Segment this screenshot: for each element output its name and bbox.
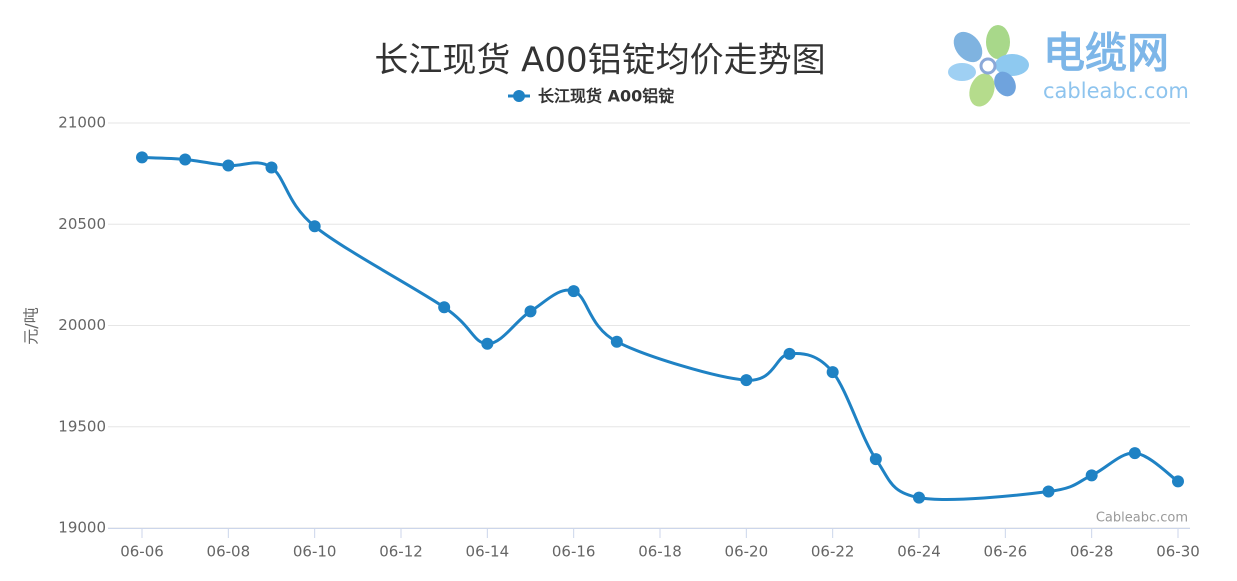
logo-icon [948, 25, 1029, 107]
data-point [308, 220, 321, 233]
x-tick-label: 06-12 [379, 543, 423, 561]
x-tick-label: 06-06 [120, 543, 164, 561]
y-tick-label: 21000 [58, 114, 106, 132]
x-tick-label: 06-08 [207, 543, 251, 561]
data-point [783, 347, 796, 360]
x-tick-label: 06-14 [466, 543, 510, 561]
data-point [826, 366, 839, 379]
y-axis-label: 元/吨 [22, 307, 41, 344]
data-point [567, 285, 580, 298]
data-point [438, 301, 451, 314]
chart-title: 长江现货 A00铝锭均价走势图 [374, 41, 825, 81]
x-tick-label: 06-30 [1156, 543, 1200, 561]
data-point [136, 151, 148, 164]
data-point [1042, 485, 1055, 498]
x-tick-label: 06-24 [897, 543, 941, 561]
y-tick-label: 19000 [58, 519, 106, 537]
data-point [1085, 469, 1098, 482]
data-point [610, 335, 623, 348]
x-tick-label: 06-28 [1070, 543, 1114, 561]
x-tick-label: 06-18 [638, 543, 682, 561]
data-point [222, 159, 235, 172]
data-point [869, 453, 882, 466]
credits: Cableabc.com [1096, 511, 1188, 526]
x-tick-label: 06-26 [984, 543, 1028, 561]
legend-symbol [513, 90, 525, 102]
x-tick-label: 06-10 [293, 543, 337, 561]
data-point [913, 491, 925, 504]
data-point [481, 337, 494, 350]
data-point [265, 161, 278, 174]
legend-item: 长江现货 A00铝锭 [508, 87, 674, 106]
data-point [1128, 447, 1141, 460]
data-point [1172, 475, 1184, 488]
data-point [740, 374, 753, 387]
data-point [524, 305, 537, 318]
logo-url: cableabc.com [1043, 79, 1189, 103]
data-point [179, 153, 192, 166]
y-tick-label: 20500 [58, 215, 106, 233]
x-tick-label: 06-20 [725, 543, 769, 561]
x-tick-label: 06-22 [811, 543, 855, 561]
x-tick-label: 06-16 [552, 543, 596, 561]
y-tick-label: 20000 [58, 316, 106, 334]
logo-name: 电缆网 [1043, 29, 1169, 78]
y-tick-label: 19500 [58, 417, 106, 435]
series-line [141, 155, 1179, 501]
legend-label: 长江现货 A00铝锭 [538, 87, 674, 106]
